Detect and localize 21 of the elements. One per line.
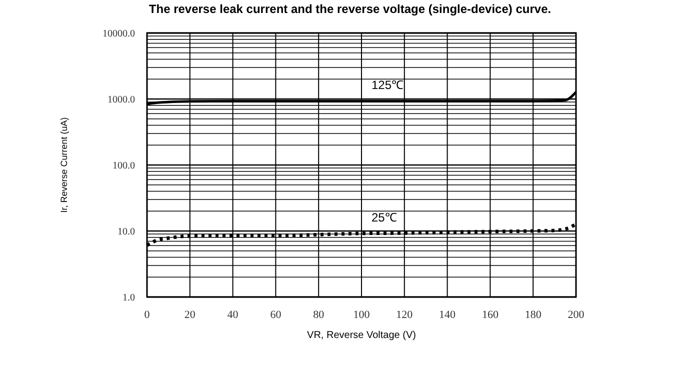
x-axis-title: VR, Reverse Voltage (V) [307,330,416,341]
x-tick-label: 0 [144,309,150,321]
x-tick-label: 140 [439,309,456,321]
y-tick-label: 1000.0 [108,94,135,106]
x-tick-label: 40 [227,309,239,321]
x-tick-label: 80 [313,309,325,321]
chart-title: The reverse leak current and the reverse voltage (single-device) curve. [148,2,552,16]
x-tick-label: 200 [568,309,585,321]
series-label: 25℃ [372,210,397,224]
x-tick-label: 100 [353,309,370,321]
y-tick-label: 10.0 [118,226,135,238]
x-tick-label: 60 [270,309,282,321]
y-tick-label: 10000.0 [102,28,135,40]
x-tick-label: 160 [482,309,499,321]
y-tick-label: 1.0 [122,292,135,304]
y-axis-title: Ir, Reverse Current (uA) [59,117,69,213]
x-tick-label: 180 [524,309,542,321]
y-tick-label: 100.0 [112,160,135,172]
x-tick-label: 20 [184,309,196,321]
x-tick-label: 120 [396,309,414,321]
series-label: 125℃ [372,78,404,92]
